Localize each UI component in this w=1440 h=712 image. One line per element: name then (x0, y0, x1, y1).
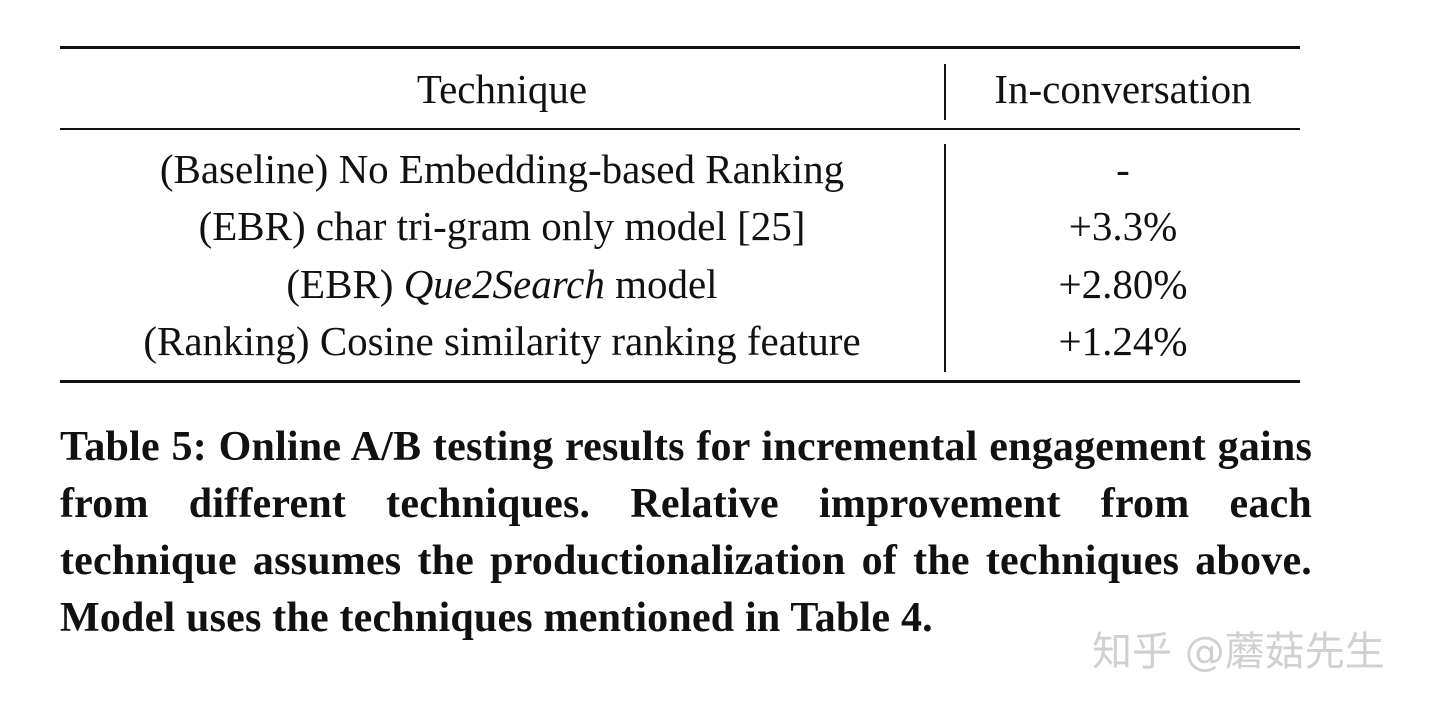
table-header-technique: Technique (416, 66, 588, 112)
table-header-in-conversation: In-conversation (994, 66, 1252, 112)
table-top-rule (60, 46, 1300, 49)
table-row-technique: (EBR) Que2Search model (60, 261, 944, 307)
table-header-rule (60, 128, 1300, 130)
table-row-technique: (Baseline) No Embedding-based Ranking (60, 146, 944, 192)
technique-text-prefix: (EBR) (286, 261, 404, 307)
table-bottom-rule (60, 380, 1300, 383)
table-row-value: - (1116, 146, 1130, 192)
table-column-divider-body (944, 144, 946, 372)
table-caption: Table 5: Online A/B testing results for … (60, 424, 1312, 641)
technique-text-italic: Que2Search (403, 261, 605, 307)
table-row-value: +2.80% (1058, 261, 1188, 307)
table-row-technique: (EBR) char tri-gram only model [25] (60, 203, 944, 249)
table-row-value: +3.3% (1068, 203, 1178, 249)
technique-text: (EBR) char tri-gram only model [25] (198, 203, 806, 249)
technique-text: (Ranking) Cosine similarity ranking feat… (143, 318, 861, 364)
watermark: 知乎 @蘑菇先生 (1092, 629, 1385, 675)
table-row-technique: (Ranking) Cosine similarity ranking feat… (60, 318, 944, 364)
table-column-divider-header (944, 64, 946, 120)
technique-text-suffix: model (604, 261, 718, 307)
table-row-value: +1.24% (1058, 318, 1188, 364)
technique-text: (Baseline) No Embedding-based Ranking (159, 146, 845, 192)
